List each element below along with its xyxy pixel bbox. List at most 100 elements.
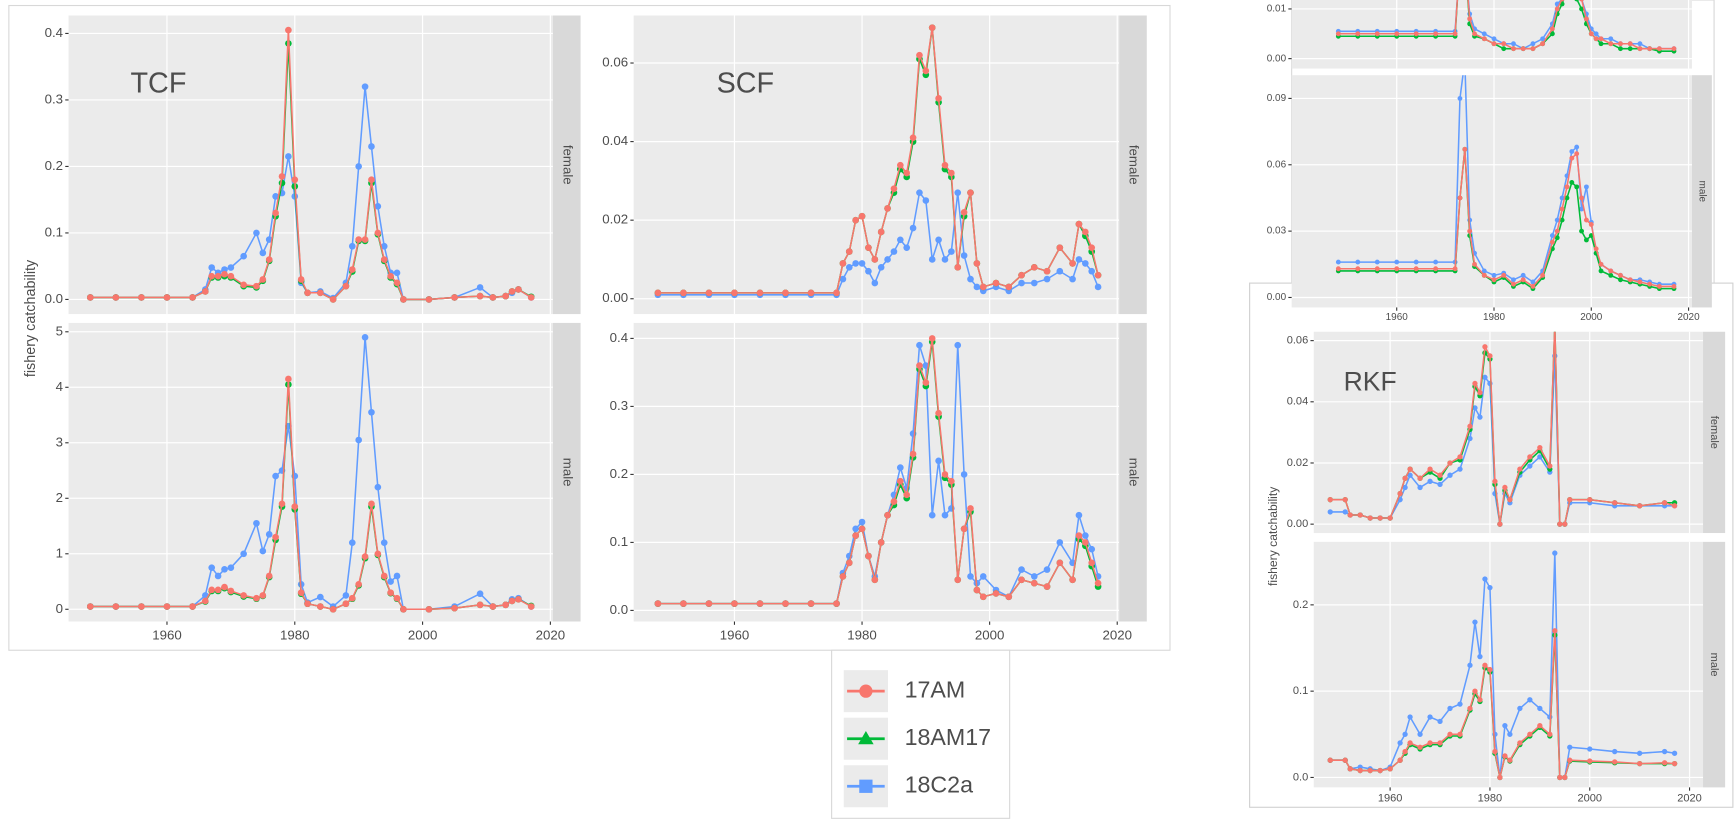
data-point	[871, 576, 879, 584]
data-point	[1335, 259, 1341, 265]
data-point	[1497, 521, 1503, 527]
legend: 17AM 18AM17 18C2a	[843, 670, 991, 808]
data-point	[374, 550, 382, 558]
y-tick-label: 0.2	[610, 466, 628, 481]
data-point	[1537, 454, 1543, 460]
data-point	[890, 498, 898, 505]
data-point	[355, 236, 362, 243]
data-point	[1402, 484, 1408, 491]
data-point	[304, 289, 311, 297]
data-point	[214, 586, 222, 594]
facet-chart: 0.00 0.02 0.04 0.06 female 0.0 0.1 0.2 0.3 0.4 mal…	[602, 15, 1147, 642]
y-tick-label: 2	[56, 490, 63, 505]
data-point	[1043, 267, 1051, 275]
data-point	[954, 576, 962, 584]
data-point	[1357, 512, 1363, 518]
data-point	[1501, 46, 1507, 52]
data-point	[1355, 259, 1361, 265]
data-point	[1462, 146, 1468, 152]
data-point	[1537, 445, 1543, 451]
data-point	[1530, 279, 1536, 285]
data-point	[845, 559, 853, 567]
data-point	[852, 532, 859, 539]
data-point	[1357, 767, 1363, 774]
data-point	[1492, 478, 1498, 484]
data-point	[393, 572, 401, 580]
legend-marker	[859, 779, 873, 793]
data-point	[1417, 744, 1423, 750]
data-point	[1374, 259, 1380, 265]
y-tick-label: 0.0	[45, 291, 63, 306]
data-point	[1437, 481, 1443, 488]
data-point	[858, 525, 866, 533]
legend-marker	[859, 684, 873, 698]
x-tick-label: 2020	[536, 627, 566, 642]
y-tick-label: 0.01	[1267, 4, 1287, 15]
data-point	[1557, 521, 1563, 527]
data-point	[1540, 36, 1546, 42]
data-point	[884, 256, 891, 263]
data-point	[163, 294, 171, 301]
data-point	[1374, 31, 1380, 37]
data-point	[1564, 184, 1570, 190]
data-point	[1549, 26, 1555, 32]
data-point	[272, 193, 279, 200]
y-tick-label: 0.00	[1287, 518, 1309, 530]
data-point	[839, 275, 847, 283]
data-point	[265, 531, 273, 538]
data-point	[1559, 195, 1565, 201]
data-point	[342, 282, 350, 290]
data-point	[1394, 259, 1400, 265]
data-point	[1467, 228, 1473, 234]
data-point	[1671, 750, 1678, 756]
data-point	[374, 203, 382, 210]
y-tick-label: 0.1	[45, 224, 63, 239]
y-tick-label: 0.00	[602, 290, 628, 305]
panel-background	[1313, 541, 1704, 788]
x-tick-label: 1980	[1483, 312, 1506, 323]
data-point	[1492, 748, 1498, 755]
data-point	[227, 272, 235, 280]
data-point	[1491, 36, 1497, 42]
y-tick-label: 0	[56, 601, 63, 616]
data-point	[979, 283, 987, 291]
data-point	[1487, 584, 1493, 591]
data-point	[1559, 217, 1565, 223]
data-point	[1018, 271, 1025, 279]
data-point	[1094, 271, 1102, 279]
data-point	[1447, 705, 1453, 712]
data-point	[1355, 31, 1361, 37]
data-point	[1472, 405, 1478, 411]
data-point	[278, 173, 286, 180]
data-point	[1075, 532, 1083, 539]
data-point	[1661, 500, 1668, 506]
data-point	[1647, 46, 1653, 52]
data-point	[1342, 757, 1348, 763]
data-point	[877, 228, 885, 236]
data-point	[1574, 144, 1580, 150]
data-point	[1487, 666, 1493, 673]
data-point	[1467, 435, 1473, 442]
series-group	[86, 334, 535, 613]
strip	[552, 15, 581, 315]
data-point	[1427, 478, 1433, 484]
data-point	[1552, 628, 1558, 634]
data-point	[1481, 31, 1487, 37]
data-point	[1627, 41, 1633, 47]
data-point	[253, 519, 260, 527]
data-point	[1467, 662, 1473, 668]
data-point	[1520, 277, 1526, 283]
data-point	[1647, 281, 1653, 287]
data-point	[852, 525, 859, 533]
data-point	[948, 477, 955, 485]
data-point	[1482, 374, 1488, 380]
panel-background	[1291, 75, 1692, 308]
data-point	[368, 176, 375, 184]
data-point	[909, 134, 917, 141]
data-point	[112, 294, 120, 301]
data-point	[1593, 36, 1599, 42]
series-group	[1327, 550, 1678, 781]
data-point	[265, 236, 273, 243]
data-point	[1636, 760, 1643, 767]
